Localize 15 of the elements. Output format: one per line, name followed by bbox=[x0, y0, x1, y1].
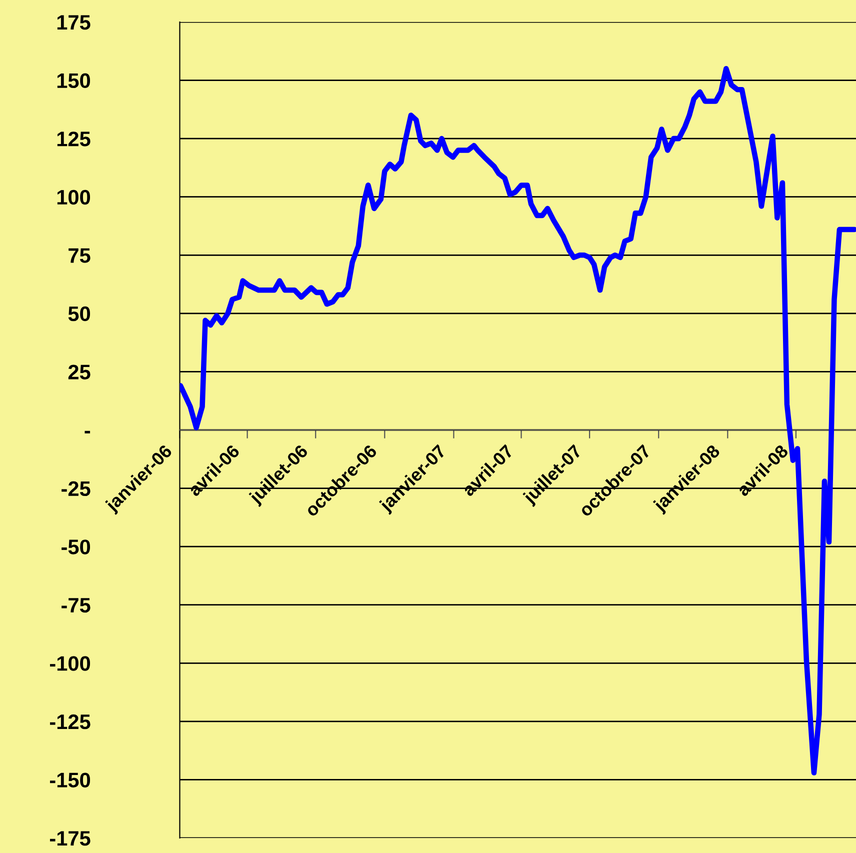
y-tick-label: -75 bbox=[62, 598, 90, 613]
y-tick-label: - bbox=[84, 430, 90, 434]
y-tick-label: 75 bbox=[68, 248, 90, 263]
y-tick-label: 125 bbox=[57, 132, 90, 146]
y-tick-label: -50 bbox=[62, 540, 90, 554]
y-tick-label: -125 bbox=[50, 714, 90, 730]
y-tick-label: 25 bbox=[68, 364, 90, 380]
y-tick-label: 100 bbox=[57, 190, 90, 205]
y-tick-label: 50 bbox=[68, 306, 90, 322]
y-tick-label: 175 bbox=[57, 15, 90, 30]
y-tick-label: -25 bbox=[62, 481, 90, 496]
y-tick-label: -175 bbox=[50, 831, 90, 846]
y-tick-label: -100 bbox=[50, 656, 90, 671]
y-tick-label: 150 bbox=[57, 73, 90, 88]
y-tick-label: -150 bbox=[50, 772, 90, 788]
